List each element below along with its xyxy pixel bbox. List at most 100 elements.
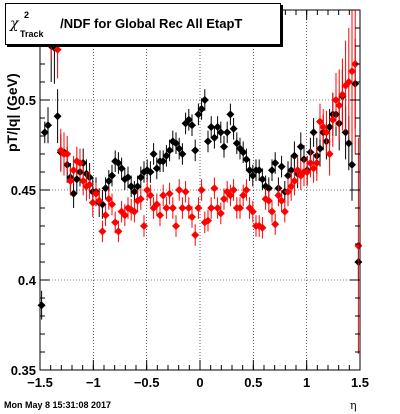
data-point	[156, 211, 164, 220]
title-sup: 2	[24, 10, 30, 20]
data-point	[79, 177, 88, 185]
data-point	[104, 177, 113, 185]
data-point	[341, 128, 350, 137]
data-point	[248, 207, 257, 216]
data-point	[175, 186, 184, 194]
data-point	[95, 196, 104, 205]
data-point	[348, 67, 356, 76]
data-point	[159, 191, 168, 200]
data-point	[162, 204, 171, 212]
timestamp-footer: Mon May 8 15:31:08 2017	[4, 400, 112, 410]
data-point	[66, 177, 75, 185]
data-point	[242, 186, 251, 194]
data-point	[149, 150, 158, 158]
data-point	[312, 159, 321, 167]
data-point	[133, 182, 142, 191]
data-point	[226, 191, 235, 200]
data-point	[53, 112, 62, 121]
data-point	[242, 155, 251, 164]
data-point	[325, 150, 334, 158]
title-chi: χ	[10, 16, 19, 32]
data-point	[165, 146, 174, 155]
data-point	[165, 189, 174, 198]
data-point	[53, 45, 62, 54]
data-point	[85, 180, 94, 189]
data-point	[69, 189, 78, 198]
data-point	[162, 151, 171, 160]
data-point	[152, 200, 161, 209]
data-point	[136, 173, 145, 182]
data-point	[319, 123, 328, 131]
x-tick-label: 1	[303, 375, 310, 390]
data-point	[114, 159, 123, 167]
data-point	[175, 144, 184, 153]
data-point	[296, 142, 305, 151]
data-point	[178, 150, 187, 158]
data-point	[37, 301, 46, 310]
data-point	[232, 139, 241, 148]
data-point	[124, 173, 132, 182]
data-point	[338, 90, 347, 99]
data-point	[69, 166, 78, 175]
y-tick-label: 0.5	[18, 93, 36, 108]
data-point	[290, 177, 299, 185]
data-point	[168, 204, 177, 212]
data-point	[316, 117, 324, 126]
data-point	[287, 182, 296, 191]
data-point	[146, 168, 155, 176]
y-tick-labels: 0.35 0.4 0.45 0.5	[11, 93, 37, 378]
data-point	[348, 160, 356, 169]
data-point	[229, 186, 238, 194]
y-tick-label: 0.4	[18, 273, 37, 288]
data-point	[226, 110, 235, 119]
x-axis-label: η	[350, 399, 357, 412]
data-point	[245, 166, 254, 175]
x-tick-label: −1	[86, 375, 101, 390]
data-point	[72, 175, 81, 184]
data-point	[191, 231, 200, 239]
data-point	[108, 200, 116, 209]
data-point	[344, 78, 353, 86]
data-point	[114, 227, 123, 236]
data-point	[309, 164, 318, 173]
data-point	[277, 196, 286, 205]
data-point	[143, 186, 152, 194]
data-point	[181, 187, 190, 196]
data-point	[335, 101, 344, 110]
data-point	[293, 166, 302, 175]
y-axis-label: pT/|q| (GeV)	[4, 52, 26, 152]
data-point	[130, 207, 139, 216]
data-point	[264, 196, 273, 205]
data-point	[258, 223, 267, 232]
data-point	[184, 204, 193, 212]
data-point	[213, 123, 222, 131]
data-point	[207, 123, 216, 131]
data-point	[178, 204, 187, 212]
x-tick-label: −1.5	[27, 375, 53, 390]
data-point	[264, 184, 273, 193]
data-point	[127, 182, 136, 191]
data-point	[88, 198, 97, 207]
data-point	[130, 187, 139, 196]
data-point	[229, 124, 238, 133]
data-point	[271, 159, 280, 167]
data-point	[328, 115, 337, 124]
data-point	[277, 162, 286, 171]
data-point	[220, 195, 228, 203]
y-tick-label: 0.35	[11, 363, 36, 378]
data-point	[303, 168, 312, 176]
data-point	[40, 128, 49, 137]
data-point	[188, 121, 196, 130]
data-point	[309, 128, 318, 137]
data-point	[210, 133, 219, 142]
data-point	[274, 191, 283, 200]
data-point	[111, 218, 120, 227]
data-point	[255, 166, 264, 175]
data-point	[204, 137, 212, 146]
x-tick-label: 0	[196, 375, 203, 390]
data-point	[76, 159, 84, 167]
y-tick-label: 0.45	[11, 183, 36, 198]
x-tick-label: 0.5	[244, 375, 262, 390]
